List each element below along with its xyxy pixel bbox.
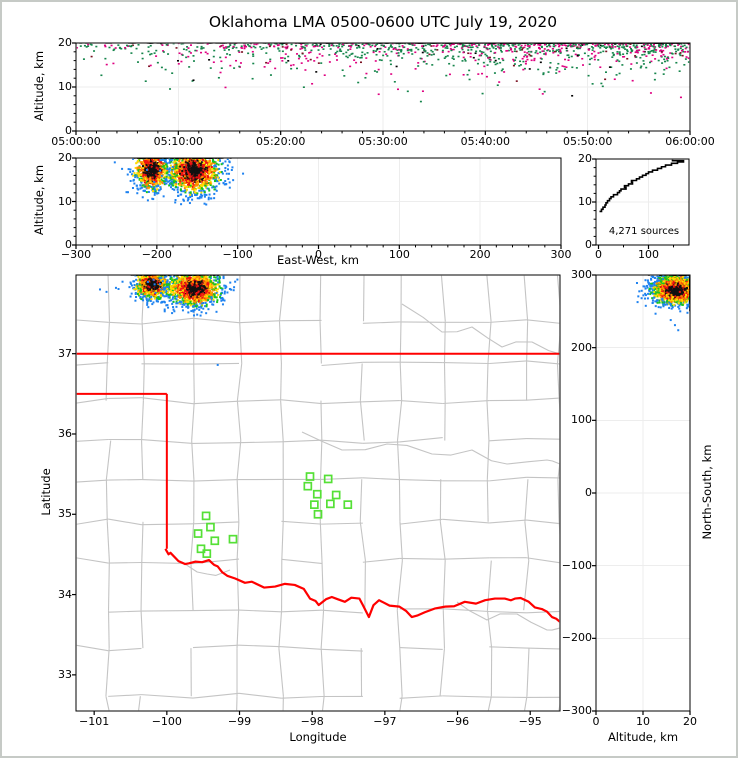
lma-station-marker <box>210 536 220 546</box>
tick-label: 33 <box>58 667 72 681</box>
lma-station-marker <box>206 522 215 532</box>
tick-label: 200 <box>571 340 592 354</box>
tick-label: 05:10:00 <box>153 135 204 148</box>
tick-label: −98 <box>300 715 324 728</box>
altitude-histogram-curve <box>599 159 685 213</box>
tick-label: 10 <box>636 715 650 728</box>
tick-label: 100 <box>388 248 410 261</box>
axis-label-east-west: East-West, km <box>277 253 359 267</box>
tick-label: 20 <box>58 151 72 164</box>
tick-label: 10 <box>58 80 72 93</box>
tick-label: −95 <box>518 715 542 728</box>
lma-station-marker <box>310 500 319 509</box>
tick-label: 20 <box>578 152 592 165</box>
axis-label-latitude: Latitude <box>39 468 53 516</box>
tick-label: −96 <box>445 715 470 728</box>
axis-label-altitude-ns-panel: Altitude, km <box>607 730 679 744</box>
tick-label: 0 <box>585 238 592 251</box>
tick-label: 06:00:00 <box>665 135 715 148</box>
tick-label: −300 <box>60 248 92 261</box>
time-height-points <box>76 43 690 103</box>
lma-station-marker <box>193 529 203 538</box>
tick-label: −200 <box>141 248 172 261</box>
tick-label: −200 <box>561 631 592 645</box>
tick-label: 100 <box>571 413 592 427</box>
tick-label: −99 <box>227 715 252 728</box>
ew-altitude-points <box>113 158 245 206</box>
lma-station-marker <box>196 544 206 554</box>
lma-station-marker <box>305 472 315 481</box>
tick-label: 10 <box>58 194 72 208</box>
lma-station-marker <box>228 534 238 544</box>
tick-label: −100 <box>151 715 182 728</box>
tick-label: 0 <box>592 715 600 728</box>
tick-label: 05:30:00 <box>358 135 408 148</box>
tick-label: 100 <box>638 248 659 261</box>
lma-station-marker <box>323 474 333 484</box>
tick-label: 36 <box>58 426 72 440</box>
tick-label: 0 <box>65 124 72 137</box>
figure-title: Oklahoma LMA 0500-0600 UTC July 19, 2020 <box>208 13 558 31</box>
tick-label: 300 <box>550 248 572 261</box>
lma-station-marker <box>326 499 335 509</box>
tick-label: 20 <box>683 715 697 728</box>
lma-station-marker <box>343 500 353 509</box>
map-storm-points <box>98 275 239 366</box>
tick-label: −101 <box>79 715 110 728</box>
tick-label: 300 <box>571 268 592 281</box>
ns-altitude-points <box>635 275 690 332</box>
tick-label: −100 <box>222 248 253 261</box>
tick-label: 05:00:00 <box>51 135 101 148</box>
axis-label-longitude: Longitude <box>289 730 347 744</box>
tick-label: −300 <box>561 704 592 717</box>
lma-station-marker <box>303 481 313 491</box>
tick-label: 0 <box>595 248 602 261</box>
source-count-annotation: 4,271 sources <box>608 226 680 237</box>
lma-station-marker <box>312 489 322 499</box>
tick-label: 05:50:00 <box>562 135 613 148</box>
lma-station-marker <box>201 511 211 521</box>
tick-label: 35 <box>58 507 72 521</box>
tick-label: −97 <box>373 715 397 728</box>
tick-label: 05:40:00 <box>460 135 511 148</box>
lma-station-marker <box>202 549 212 558</box>
lma-station-marker <box>313 509 323 519</box>
tick-label: 05:20:00 <box>255 135 306 148</box>
tick-label: 0 <box>315 248 322 261</box>
tick-label: 200 <box>469 248 491 261</box>
tick-label: 0 <box>585 486 592 499</box>
tick-label: 34 <box>58 587 72 601</box>
axis-label-north-south: North-South, km <box>700 444 714 540</box>
tick-label: 0 <box>65 238 72 251</box>
tick-label: 10 <box>578 195 592 208</box>
tick-label: 20 <box>58 36 72 49</box>
tick-label: −100 <box>561 558 592 572</box>
lma-station-marker <box>331 490 341 500</box>
tick-label: 37 <box>58 346 72 360</box>
